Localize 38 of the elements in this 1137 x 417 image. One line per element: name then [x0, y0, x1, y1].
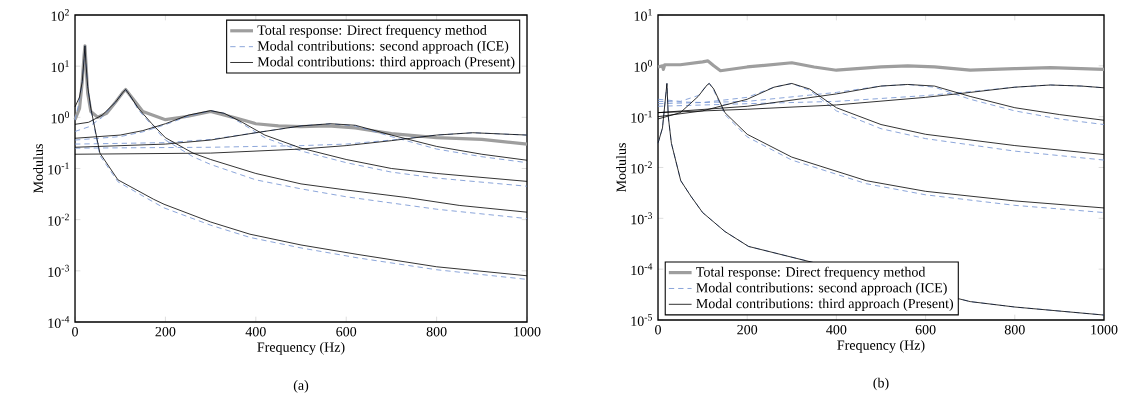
y-tick-label: 10$^{-1}$ — [631, 110, 652, 123]
x-tick-label: 1000 — [514, 326, 541, 337]
y-tick-label: 10$^{2}$ — [51, 9, 69, 21]
x-tick-label: 0 — [72, 326, 78, 337]
x-tick-label: 1000 — [1091, 324, 1118, 335]
legend-label: Modal contributions: third approach (Present) — [696, 298, 954, 312]
y-tick-label: 10$^{-4}$ — [631, 263, 653, 276]
y-tick-label: 10$^{0}$ — [634, 59, 653, 72]
x-axis-title: Frequency (Hz) — [837, 339, 925, 353]
x-tick-label: 400 — [245, 326, 266, 337]
y-tick-label: 10$^{-3}$ — [48, 264, 70, 277]
legend-label: Total response: Direct frequency method — [257, 24, 487, 38]
x-tick-label: 600 — [336, 326, 357, 337]
text: (b) — [873, 377, 889, 391]
y-tick-label: 10$^{1}$ — [634, 9, 652, 21]
x-tick-label: 800 — [1004, 324, 1025, 335]
legend-label: Modal contributions: third approach (Present) — [257, 56, 515, 70]
legend-label: Modal contributions: second approach (ICE) — [696, 282, 947, 296]
legend-label: Total response: Direct frequency method — [696, 266, 926, 280]
y-tick-label: 10$^{-1}$ — [48, 162, 69, 175]
y-axis-title: Modulus — [33, 144, 43, 193]
x-tick-label: 400 — [826, 324, 847, 335]
x-tick-label: 800 — [426, 326, 447, 337]
y-tick-label: 10$^{-3}$ — [631, 212, 653, 225]
y-tick-label: 10$^{-2}$ — [48, 213, 69, 226]
y-tick-label: 10$^{-2}$ — [631, 161, 652, 174]
y-tick-label: 10$^{1}$ — [51, 60, 69, 73]
legend-label: Modal contributions: second approach (ICE) — [257, 40, 509, 54]
x-tick-label: 0 — [655, 324, 661, 335]
y-axis-title: Modulus — [616, 143, 626, 192]
x-tick-label: 200 — [737, 324, 758, 335]
y-tick-label: 10$^{-4}$ — [48, 316, 70, 328]
y-tick-label: 10$^{0}$ — [51, 111, 70, 124]
x-axis-title: Frequency (Hz) — [257, 341, 345, 355]
x-tick-label: 200 — [155, 326, 176, 337]
text: (a) — [293, 380, 309, 393]
y-tick-label: 10$^{-5}$ — [631, 314, 653, 326]
x-tick-label: 600 — [915, 324, 936, 335]
